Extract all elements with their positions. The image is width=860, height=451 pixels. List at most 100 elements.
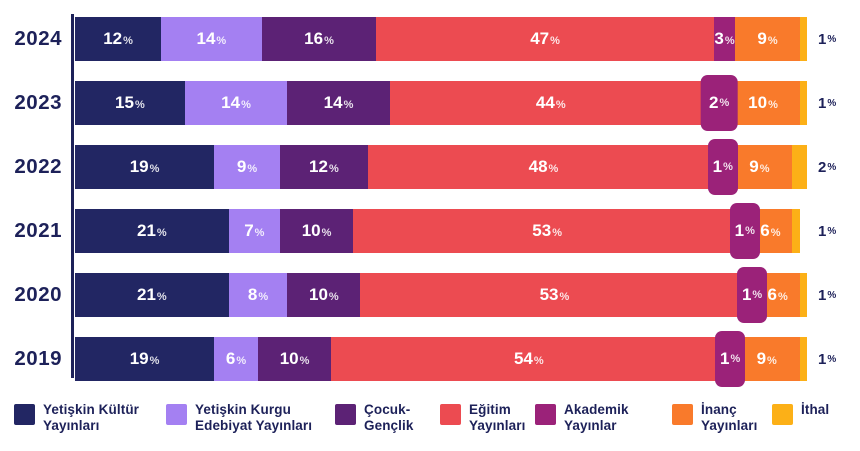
segment-value: 1	[719, 349, 730, 368]
legend-swatch-cocuk_genclik	[335, 404, 356, 425]
percent-sign: %	[827, 289, 837, 301]
legend-swatch-yetiskin_kurgu	[166, 404, 187, 425]
stacked-bar: 21% 8% 10% 53% 1% 6%	[75, 267, 807, 323]
percent-sign: %	[719, 97, 730, 109]
bar-segment-egitim[interactable]: 53%	[353, 209, 742, 253]
bar-segment-yetiskin_kurgu[interactable]: 6%	[214, 337, 258, 381]
segment-value: 19	[129, 157, 149, 176]
legend-item-cocuk_genclik[interactable]: Çocuk- Gençlik	[335, 402, 413, 433]
bar-segment-yetiskin_kurgu[interactable]: 8%	[228, 273, 288, 317]
segment-value: 9	[757, 29, 767, 48]
percent-sign: %	[552, 227, 562, 239]
legend-item-inanc[interactable]: İnanç Yayınları	[672, 402, 757, 433]
legend-label-line1: İthal	[801, 402, 830, 417]
percent-sign: %	[134, 99, 145, 111]
legend-label-akademik: Akademik Yayınlar	[564, 402, 629, 433]
legend-item-egitim[interactable]: Eğitim Yayınları	[440, 402, 525, 433]
chart-row-2020: 2020 1% 21% 8% 10% 53% 1% 6%	[0, 267, 860, 323]
bar-segment-ithal[interactable]	[799, 273, 807, 317]
bar-segment-cocuk_genclik[interactable]: 12%	[279, 145, 368, 189]
bar-segment-egitim[interactable]: 54%	[331, 337, 727, 381]
chart-row-2019: 2019 1% 19% 6% 10% 54% 1% 9%	[0, 331, 860, 387]
bar-segment-akademik[interactable]: 1%	[729, 203, 760, 259]
bar-segment-cocuk_genclik[interactable]: 14%	[287, 81, 390, 125]
bar-segment-akademik[interactable]: 2%	[700, 75, 738, 131]
percent-sign: %	[321, 227, 332, 239]
bar-segment-akademik[interactable]: 3%	[713, 17, 736, 61]
bar-segment-yetiskin_kultur[interactable]: 21%	[75, 273, 229, 317]
year-label-2023: 2023	[14, 91, 62, 114]
legend-label-line2: Yayınlar	[564, 417, 617, 433]
year-label-2024: 2024	[14, 27, 62, 50]
legend-label-ithal: İthal	[801, 402, 829, 418]
outer-value-label-ithal: 2%	[818, 145, 836, 189]
legend-item-akademik[interactable]: Akademik Yayınlar	[535, 402, 629, 433]
percent-sign: %	[328, 163, 339, 175]
segment-value: 47	[530, 29, 550, 48]
percent-sign: %	[827, 353, 837, 365]
bar-segment-akademik[interactable]: 1%	[737, 267, 768, 323]
legend-label-line1: Yetişkin Kurgu	[195, 402, 291, 417]
bar-segment-ithal[interactable]	[792, 209, 800, 253]
bar-segment-egitim[interactable]: 44%	[389, 81, 712, 125]
bar-segment-inanc[interactable]: 10%	[726, 81, 800, 125]
segment-value: 14	[196, 29, 216, 48]
percent-sign: %	[156, 291, 167, 303]
legend-item-yetiskin_kultur[interactable]: Yetişkin Kültür Yayınları	[14, 402, 139, 433]
segment-value: 53	[539, 285, 559, 304]
bar-segment-inanc[interactable]: 9%	[735, 17, 800, 61]
segment-value: 9	[756, 349, 767, 368]
bar-segment-akademik[interactable]: 1%	[707, 139, 738, 195]
bar-segment-ithal[interactable]	[799, 337, 807, 381]
bar-segment-ithal[interactable]	[799, 81, 807, 125]
bar-segment-cocuk_genclik[interactable]: 10%	[279, 209, 354, 253]
stacked-bar: 12% 14% 16% 47% 3% 9%	[75, 17, 808, 61]
bar-segment-yetiskin_kultur[interactable]: 12%	[75, 17, 162, 61]
legend-label-line1: Çocuk-	[364, 402, 411, 417]
segment-value: 8	[247, 285, 258, 304]
bar-segment-pill-akademik: 1%	[715, 331, 746, 387]
percent-sign: %	[759, 163, 770, 175]
legend-swatch-ithal	[772, 404, 793, 425]
bar-segment-yetiskin_kurgu[interactable]: 9%	[214, 145, 280, 189]
legend-swatch-akademik	[535, 404, 556, 425]
legend-label-line2: Yayınları	[43, 417, 100, 433]
bar-segment-egitim[interactable]: 48%	[367, 145, 720, 189]
bar-segment-cocuk_genclik[interactable]: 16%	[261, 17, 377, 61]
percent-sign: %	[770, 227, 781, 239]
outer-value-label-ithal: 1%	[818, 273, 836, 317]
outer-value-label-ithal: 1%	[818, 17, 836, 61]
bar-segment-egitim[interactable]: 53%	[360, 273, 749, 317]
bar-segment-egitim[interactable]: 47%	[376, 17, 714, 61]
stacked-bar: 19% 9% 12% 48% 1% 9%	[75, 139, 807, 195]
legend-item-yetiskin_kurgu[interactable]: Yetişkin Kurgu Edebiyat Yayınları	[166, 402, 312, 433]
bar-segment-akademik[interactable]: 1%	[715, 331, 746, 387]
segment-value: 21	[137, 285, 156, 304]
segment-value: 1	[818, 286, 827, 304]
bar-segment-yetiskin_kultur[interactable]: 19%	[75, 145, 215, 189]
bar-segment-yetiskin_kultur[interactable]: 21%	[75, 209, 229, 253]
segment-value: 1	[818, 350, 827, 368]
segment-value: 19	[129, 349, 149, 368]
percent-sign: %	[328, 291, 339, 303]
bar-segment-yetiskin_kultur[interactable]: 19%	[75, 337, 215, 381]
bar-segment-cocuk_genclik[interactable]: 10%	[287, 273, 361, 317]
percent-sign: %	[324, 35, 334, 47]
legend-label-line1: Yetişkin Kültür	[43, 402, 140, 417]
percent-sign: %	[299, 355, 310, 367]
bar-segment-yetiskin_kurgu[interactable]: 14%	[161, 17, 262, 61]
legend-item-ithal[interactable]: İthal	[772, 402, 829, 425]
segment-value: 6	[767, 285, 778, 304]
bar-segment-yetiskin_kurgu[interactable]: 14%	[184, 81, 288, 125]
plot-area: 2024 1% 12% 14% 16% 47% 3% 9% 2023 1% 15% 14% 14% 44%…	[0, 14, 860, 387]
bar-segment-yetiskin_kultur[interactable]: 15%	[75, 81, 185, 125]
percent-sign: %	[216, 35, 227, 47]
bar-segment-cocuk_genclik[interactable]: 10%	[257, 337, 332, 381]
legend-label-line1: Eğitim	[469, 402, 511, 417]
percent-sign: %	[149, 355, 160, 367]
percent-sign: %	[745, 225, 755, 237]
bar-segment-ithal[interactable]	[792, 145, 807, 189]
bar-segment-yetiskin_kurgu[interactable]: 7%	[228, 209, 280, 253]
percent-sign: %	[723, 161, 733, 173]
bar-segment-ithal[interactable]	[799, 17, 808, 61]
